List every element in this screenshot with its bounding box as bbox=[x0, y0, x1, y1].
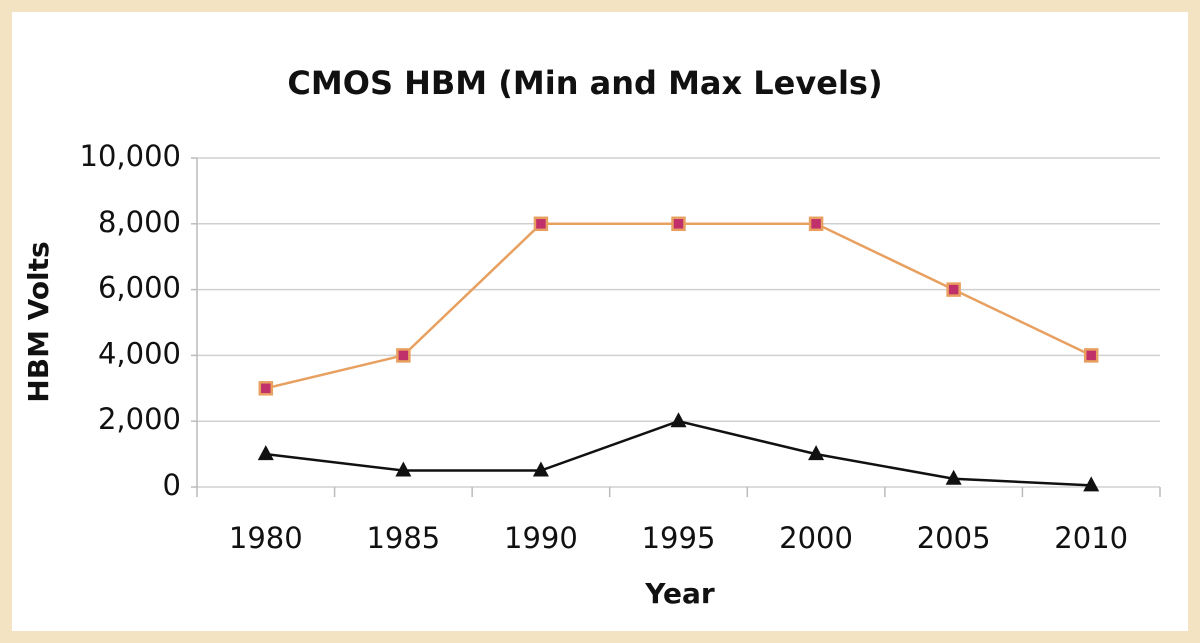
x-tick-label: 2005 bbox=[917, 521, 991, 555]
chart-background bbox=[12, 12, 1188, 631]
y-axis-label: HBM Volts bbox=[22, 241, 55, 402]
marker bbox=[945, 469, 962, 485]
marker bbox=[670, 412, 687, 428]
x-tick-label: 1985 bbox=[366, 521, 440, 555]
marker bbox=[258, 381, 274, 396]
x-tick-label: 1995 bbox=[642, 521, 716, 555]
y-tick-label: 0 bbox=[163, 468, 181, 502]
x-axis-label: Year bbox=[644, 577, 715, 610]
marker bbox=[395, 461, 412, 477]
marker bbox=[671, 216, 686, 232]
y-tick-label: 4,000 bbox=[98, 336, 181, 370]
y-tick-label: 2,000 bbox=[98, 402, 181, 436]
chart-title: CMOS HBM (Min and Max Levels) bbox=[287, 64, 882, 102]
marker bbox=[257, 445, 274, 461]
marker bbox=[808, 216, 824, 232]
x-tick-label: 2010 bbox=[1054, 521, 1128, 555]
y-tick-label: 8,000 bbox=[98, 205, 181, 239]
x-tick-label: 2000 bbox=[779, 521, 853, 555]
marker bbox=[808, 445, 825, 461]
marker bbox=[396, 348, 411, 363]
x-tick-label: 1990 bbox=[504, 521, 578, 555]
marker bbox=[946, 282, 961, 297]
marker bbox=[1083, 476, 1100, 492]
marker bbox=[1083, 348, 1099, 363]
y-tick-label: 6,000 bbox=[98, 271, 181, 305]
marker bbox=[532, 461, 549, 477]
x-tick-label: 1980 bbox=[229, 521, 303, 555]
marker bbox=[533, 216, 549, 232]
y-tick-label: 10,000 bbox=[80, 139, 181, 173]
